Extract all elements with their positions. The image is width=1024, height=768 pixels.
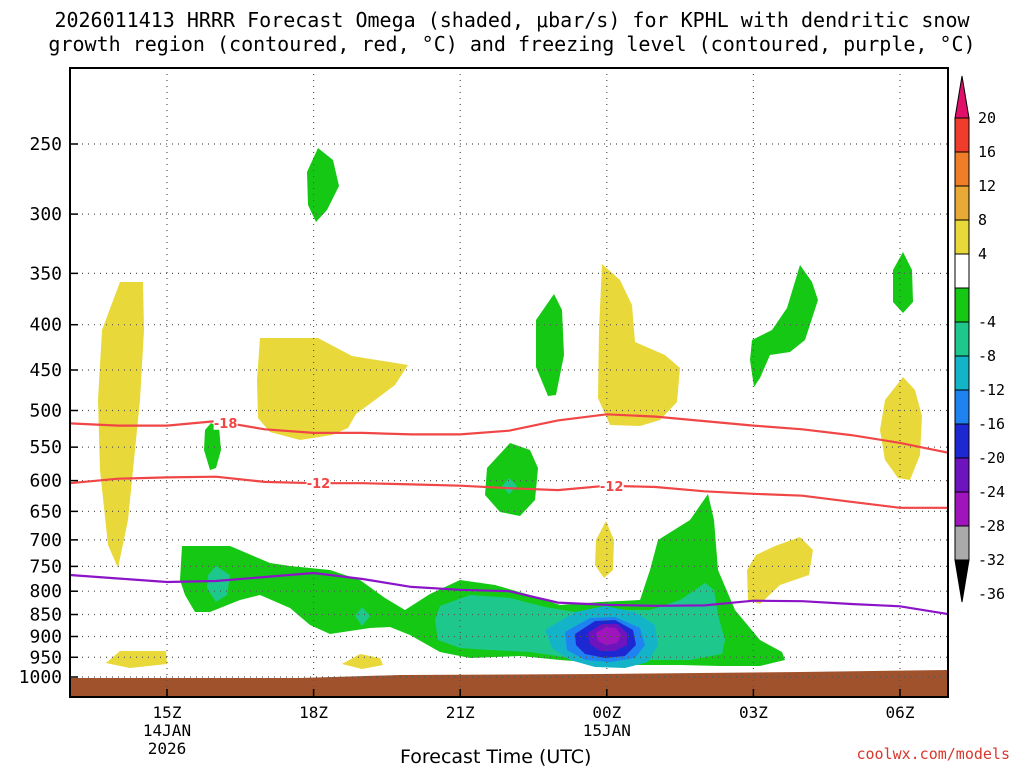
contour-label: -12: [600, 480, 624, 495]
y-tick-label: 400: [29, 315, 62, 336]
omega-region-yellow-19z-low: [342, 654, 383, 669]
x-tick-label: 03Z: [739, 703, 768, 722]
y-tick-label: 350: [29, 263, 62, 284]
x-tick-label: 18Z: [299, 703, 328, 722]
y-tick-label: 700: [29, 530, 62, 551]
y-tick-label: 1000: [19, 667, 62, 688]
colorbar-swatch: [954, 355, 970, 391]
contour-freezing-level-0: [69, 571, 949, 616]
y-tick-label: 750: [29, 556, 62, 577]
colorbar-label: -4: [978, 313, 996, 331]
x-tick-label: 06Z: [886, 703, 915, 722]
contour-label: -12: [307, 477, 331, 492]
colorbar-swatch: [954, 219, 970, 255]
colorbar-swatch: [954, 253, 970, 289]
y-tick-label: 800: [29, 581, 62, 602]
contour-label-bg: [213, 414, 238, 430]
y-tick-label: 950: [29, 647, 62, 668]
omega-region-purple: [596, 627, 621, 645]
omega-region-green-0330z: [750, 265, 818, 387]
contour-dendritic-minus12: [69, 475, 948, 509]
contour-label-bg: [599, 477, 624, 493]
y-tick-label: 500: [29, 401, 62, 422]
axis-layer: 2503003504004505005506006507007508008509…: [19, 134, 915, 758]
y-tick-label: 450: [29, 360, 62, 381]
y-tick-label: 900: [29, 626, 62, 647]
colorbar-label: 16: [978, 143, 996, 161]
omega-region-green-upper-18z: [307, 148, 339, 222]
colorbar-swatch: [954, 151, 970, 187]
colorbar-label: -8: [978, 347, 996, 365]
omega-region-green-upper-22z: [536, 294, 564, 396]
colorbar-swatch: [954, 423, 970, 459]
colorbar-swatch: [954, 457, 970, 493]
colorbar: 20 16 12 8 4 -4 -8 -12 -16 -20 -24 -28 -32 -36: [954, 75, 1005, 603]
y-tick-label: 300: [29, 204, 62, 225]
x-axis-label: Forecast Time (UTC): [400, 746, 592, 768]
omega-region-teal-22z: [502, 478, 517, 494]
x-tick-label: 21Z: [446, 703, 475, 722]
colorbar-swatch: [954, 185, 970, 221]
colorbar-label: -24: [978, 483, 1005, 501]
chart-title-line-1: 2026011413 HRRR Forecast Omega (shaded, …: [54, 8, 970, 32]
contour-label-bg: [306, 475, 331, 491]
y-tick-label: 850: [29, 605, 62, 626]
chart-title-line-2: growth region (contoured, red, °C) and f…: [48, 32, 976, 56]
x-tick-sublabel: 2026: [148, 739, 187, 758]
y-tick-label: 250: [29, 134, 62, 155]
omega-region-teal-19z: [355, 607, 370, 626]
chart-title: 2026011413 HRRR Forecast Omega (shaded, …: [0, 8, 1024, 56]
colorbar-swatch: [954, 389, 970, 425]
colorbar-swatch: [954, 321, 970, 357]
colorbar-swatch: [954, 287, 970, 323]
omega-region-teal-16z: [207, 566, 230, 602]
omega-region-yellow-18z: [257, 338, 408, 440]
x-tick-label: 15Z: [153, 703, 182, 722]
terrain-fill: [70, 670, 948, 697]
omega-region-yellow-15z-low: [106, 651, 167, 668]
colorbar-swatch: [954, 491, 970, 527]
colorbar-bottom-arrow: [954, 559, 970, 603]
omega-region-green-22z: [485, 443, 538, 516]
colorbar-label: -36: [978, 585, 1005, 603]
omega-shading: [98, 148, 922, 669]
omega-region-yellow-00z: [598, 264, 680, 426]
colorbar-swatch: [954, 117, 970, 153]
y-tick-label: 600: [29, 471, 62, 492]
plot-border: [69, 67, 949, 698]
omega-region-green-16z: [204, 423, 221, 470]
colorbar-label: 20: [978, 109, 996, 127]
omega-region-yellow-03z: [747, 537, 813, 604]
colorbar-label: -12: [978, 381, 1005, 399]
omega-region-green-06z: [893, 252, 913, 313]
y-tick-label: 550: [29, 437, 62, 458]
credit-text: coolwx.com/models: [856, 745, 1010, 763]
x-tick-label: 00Z: [592, 703, 621, 722]
colorbar-label: -20: [978, 449, 1005, 467]
x-tick-sublabel: 14JAN: [143, 721, 191, 740]
colorbar-top-arrow: [954, 75, 970, 119]
contour-layer: -18 -12 -12: [69, 413, 949, 616]
contour-label: -18: [214, 417, 238, 432]
y-tick-label: 650: [29, 501, 62, 522]
colorbar-label: -16: [978, 415, 1005, 433]
omega-region-yellow-06z: [880, 377, 922, 480]
colorbar-label: 4: [978, 245, 987, 263]
colorbar-label: -28: [978, 517, 1005, 535]
x-tick-sublabel: 15JAN: [583, 721, 631, 740]
colorbar-label: -32: [978, 551, 1005, 569]
colorbar-label: 12: [978, 177, 996, 195]
colorbar-swatch: [954, 525, 970, 561]
omega-region-yellow-00z-small: [595, 521, 614, 578]
colorbar-label: 8: [978, 211, 987, 229]
